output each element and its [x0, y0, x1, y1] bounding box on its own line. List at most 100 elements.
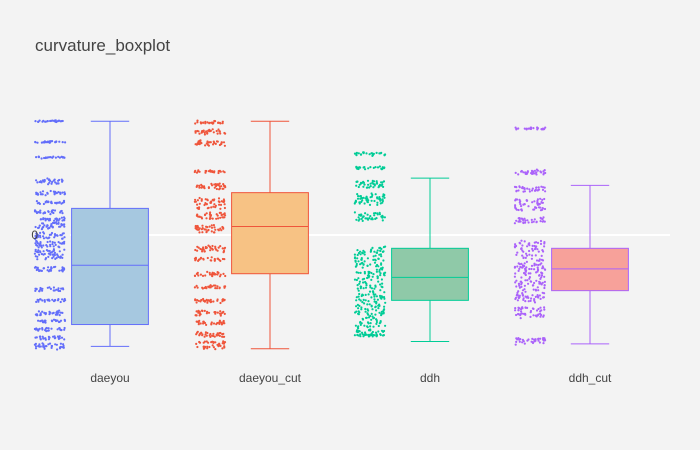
- data-point: [222, 226, 225, 229]
- data-point: [205, 169, 208, 173]
- data-point: [527, 272, 530, 275]
- data-point: [528, 242, 531, 245]
- data-point: [374, 331, 378, 334]
- data-point: [372, 258, 375, 261]
- data-point: [42, 218, 45, 221]
- data-point: [194, 224, 197, 228]
- data-point: [60, 178, 63, 181]
- data-point: [59, 311, 62, 314]
- data-point: [39, 345, 42, 348]
- data-point: [224, 214, 227, 217]
- data-point: [63, 318, 66, 321]
- data-point: [528, 244, 531, 247]
- data-point: [531, 249, 535, 252]
- points-daeyou_cut: [193, 119, 227, 351]
- data-point: [530, 221, 534, 224]
- data-point: [39, 313, 42, 316]
- data-point: [535, 259, 539, 262]
- data-point: [373, 287, 376, 290]
- data-point: [198, 215, 201, 218]
- data-point: [382, 311, 385, 314]
- data-point: [63, 217, 66, 220]
- data-point: [520, 312, 524, 315]
- data-point: [52, 255, 55, 258]
- data-point: [364, 307, 367, 311]
- data-point: [54, 156, 58, 159]
- data-point: [539, 197, 542, 200]
- data-point: [363, 202, 366, 205]
- data-point: [517, 208, 520, 212]
- data-point: [380, 295, 383, 298]
- data-point: [374, 217, 377, 220]
- data-point: [48, 286, 51, 289]
- data-point: [355, 296, 358, 299]
- data-point: [200, 199, 203, 202]
- data-point: [362, 287, 365, 290]
- data-point: [377, 280, 380, 283]
- data-point: [219, 216, 222, 219]
- data-point: [543, 197, 546, 201]
- data-point: [373, 214, 376, 217]
- data-point: [524, 221, 527, 224]
- data-point: [214, 287, 217, 290]
- data-point: [354, 259, 357, 262]
- data-point: [539, 220, 542, 223]
- data-point: [52, 318, 56, 321]
- data-point: [366, 325, 369, 328]
- data-point: [374, 166, 377, 169]
- data-point: [376, 196, 379, 199]
- data-point: [380, 151, 383, 154]
- data-point: [194, 131, 197, 134]
- data-point: [360, 285, 363, 288]
- data-point: [515, 253, 518, 256]
- data-point: [64, 141, 67, 144]
- data-point: [518, 185, 521, 188]
- data-point: [48, 249, 51, 253]
- data-point: [359, 263, 362, 266]
- data-point: [371, 179, 374, 182]
- data-point: [51, 298, 54, 301]
- data-point: [514, 243, 517, 246]
- data-point: [521, 266, 524, 269]
- data-point: [376, 166, 380, 169]
- data-point: [534, 189, 537, 192]
- data-point: [526, 219, 529, 222]
- data-point: [383, 193, 386, 197]
- data-point: [203, 185, 206, 188]
- data-point: [379, 249, 382, 252]
- data-point: [535, 309, 539, 312]
- data-point: [43, 299, 46, 302]
- data-point: [44, 338, 47, 341]
- data-point: [223, 298, 226, 301]
- data-point: [196, 199, 199, 202]
- data-point: [46, 240, 49, 244]
- data-point: [513, 265, 517, 268]
- data-point: [542, 186, 545, 189]
- data-point: [42, 267, 45, 270]
- data-point: [41, 289, 44, 292]
- data-point: [51, 257, 54, 260]
- data-point: [195, 342, 198, 345]
- data-point: [370, 304, 373, 307]
- data-point: [532, 127, 535, 130]
- data-point: [531, 201, 534, 204]
- data-point: [35, 200, 39, 203]
- data-point: [211, 244, 214, 248]
- data-point: [36, 250, 39, 253]
- data-point: [50, 346, 53, 349]
- data-point: [530, 257, 534, 260]
- data-point: [382, 330, 385, 333]
- data-point: [36, 141, 39, 144]
- data-point: [196, 129, 199, 133]
- data-point: [208, 225, 211, 228]
- data-point: [34, 289, 37, 292]
- data-point: [52, 249, 56, 252]
- data-point: [384, 153, 387, 156]
- data-point: [515, 337, 518, 340]
- data-point: [375, 180, 378, 183]
- data-point: [46, 269, 49, 272]
- data-point: [219, 344, 222, 347]
- data-point: [223, 206, 226, 210]
- data-point: [39, 298, 42, 301]
- data-point: [538, 282, 541, 285]
